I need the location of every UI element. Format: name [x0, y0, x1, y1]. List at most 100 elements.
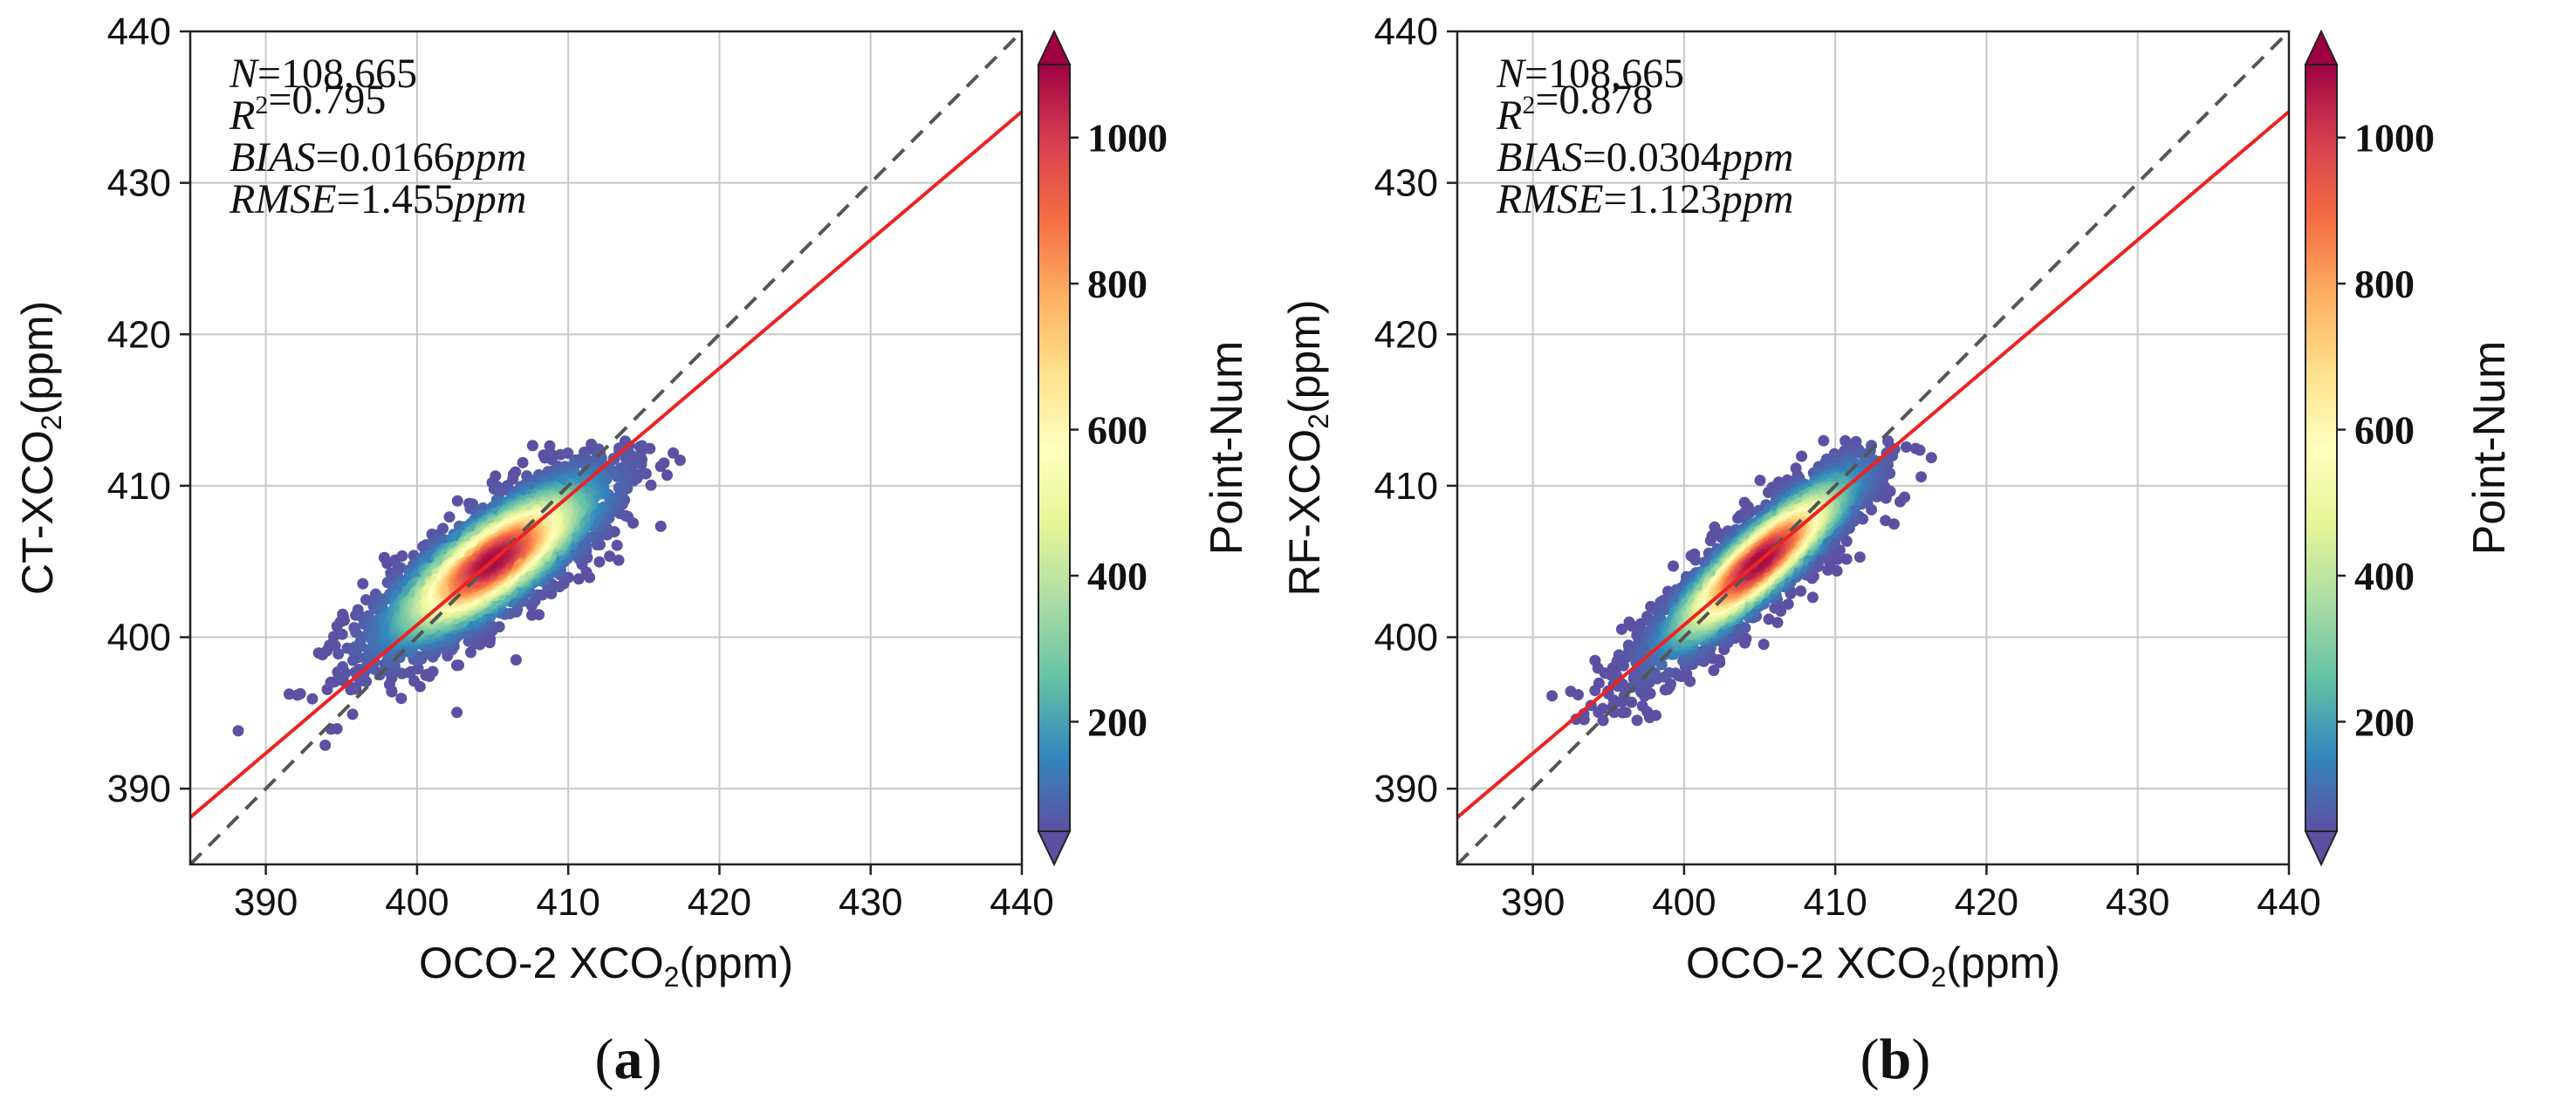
y-tick-label: 440: [107, 10, 171, 53]
x-tick-label: 440: [990, 881, 1053, 924]
scatter-point: [395, 693, 408, 705]
scatter-point: [1572, 689, 1584, 700]
y-tick-label: 410: [107, 465, 171, 508]
colorbar-label: Point-Num: [1202, 341, 1252, 556]
scatter-point: [360, 594, 372, 606]
x-tick-label: 420: [688, 881, 751, 924]
scatter-point: [332, 648, 345, 660]
x-tick-label: 400: [385, 881, 449, 924]
scatter-point: [1757, 638, 1770, 651]
scatter-point: [636, 445, 648, 457]
scatter-point: [1708, 665, 1720, 677]
scatter-point: [451, 707, 463, 719]
x-tick-label: 430: [839, 881, 902, 924]
scatter-point: [1769, 602, 1781, 614]
scatter-point: [1840, 536, 1853, 547]
scatter-point: [654, 520, 667, 532]
scatter-point: [443, 511, 456, 523]
scatter-point: [613, 554, 625, 566]
scatter-point: [1615, 623, 1627, 635]
scatter-point: [319, 739, 332, 751]
scatter-point: [1771, 617, 1784, 629]
stat-r2: R2=0.795: [229, 77, 386, 139]
y-axis-label: CT-XCO2(ppm): [13, 301, 67, 595]
scatter-point: [1795, 585, 1807, 597]
panel-label: (a): [595, 1027, 662, 1091]
scatter-point: [654, 461, 667, 473]
y-tick-label: 420: [107, 313, 171, 356]
scatter-point: [668, 447, 679, 459]
scatter-point: [427, 666, 439, 678]
scatter-point: [593, 556, 606, 568]
colorbar-extend-bottom: [1037, 830, 1072, 867]
panel-a: 390 400 410 420 430 440390400410420430440OCO-…: [13, 10, 1252, 1091]
scatter-point: [661, 469, 673, 481]
colorbar-gradient: [1038, 64, 1071, 832]
colorbar-tick-label: 1000: [1087, 116, 1168, 160]
scatter-point: [1631, 714, 1643, 727]
y-tick-label: 400: [107, 617, 171, 659]
scatter-point: [1925, 452, 1937, 464]
scatter-point: [1806, 591, 1819, 604]
y-tick-label: 390: [107, 768, 171, 810]
scatter-point: [1901, 441, 1912, 453]
scatter-point: [517, 456, 529, 468]
scatter-point: [1650, 653, 1661, 666]
colorbar-tick-label: 600: [1087, 408, 1148, 453]
scatter-point: [674, 454, 686, 467]
scatter-point: [357, 577, 369, 590]
scatter-point: [1894, 495, 1906, 508]
scatter-point: [328, 676, 340, 688]
scatter-point: [1754, 474, 1766, 487]
scatter-point: [306, 693, 319, 705]
scatter-point: [526, 609, 538, 621]
x-tick-label: 390: [234, 881, 298, 924]
colorbar-tick-label: 200: [1087, 700, 1148, 744]
scatter-point: [1546, 690, 1559, 702]
scatter-point: [339, 614, 350, 626]
scatter-point: [465, 646, 476, 659]
scatter-point: [283, 688, 295, 700]
scatter-point: [337, 661, 349, 672]
scatter-point: [1853, 551, 1866, 563]
scatter-point: [1840, 553, 1853, 565]
colorbar-extend-top: [1037, 29, 1072, 65]
scatter-point: [1915, 471, 1928, 483]
scatter-point: [1593, 677, 1605, 689]
scatter-point: [562, 447, 574, 459]
one-to-one-line: [190, 31, 1022, 864]
scatter-point: [1617, 707, 1628, 719]
scatter-point: [408, 675, 421, 687]
scatter-point: [1818, 434, 1830, 447]
scatter-point: [611, 539, 623, 551]
scatter-point: [336, 628, 348, 640]
scatter-point: [232, 725, 244, 737]
scatter-point: [604, 550, 616, 563]
scatter-point: [396, 550, 408, 562]
x-axis-label: OCO-2 XCO2(ppm): [419, 939, 793, 993]
scatter-point: [526, 440, 538, 452]
plot-frame: [188, 30, 1024, 866]
fit-line: [190, 110, 1022, 819]
scatter-point: [1668, 560, 1679, 572]
scatter-point: [1796, 450, 1808, 462]
scatter-point: [294, 687, 306, 700]
scatter-point: [451, 659, 462, 672]
scatter-point: [510, 654, 522, 666]
scatter-point: [451, 495, 463, 507]
colorbar-tick-label: 800: [1087, 262, 1148, 306]
stat-n: N=108,665: [229, 51, 417, 97]
stat-rmse: RMSE=1.455ppm: [229, 176, 526, 222]
scatter-point: [1636, 700, 1648, 712]
scatter-point: [645, 479, 657, 491]
panel-b: 390 400 410 420 430 440390400410420430440OCO-…: [1280, 10, 2515, 1091]
x-tick-label: 410: [536, 881, 599, 924]
scatter-point: [1689, 554, 1702, 566]
scatter-point: [1663, 667, 1675, 679]
scatter-point: [1704, 535, 1716, 547]
scatter-point: [1763, 613, 1775, 625]
scatter-point: [1909, 442, 1922, 454]
